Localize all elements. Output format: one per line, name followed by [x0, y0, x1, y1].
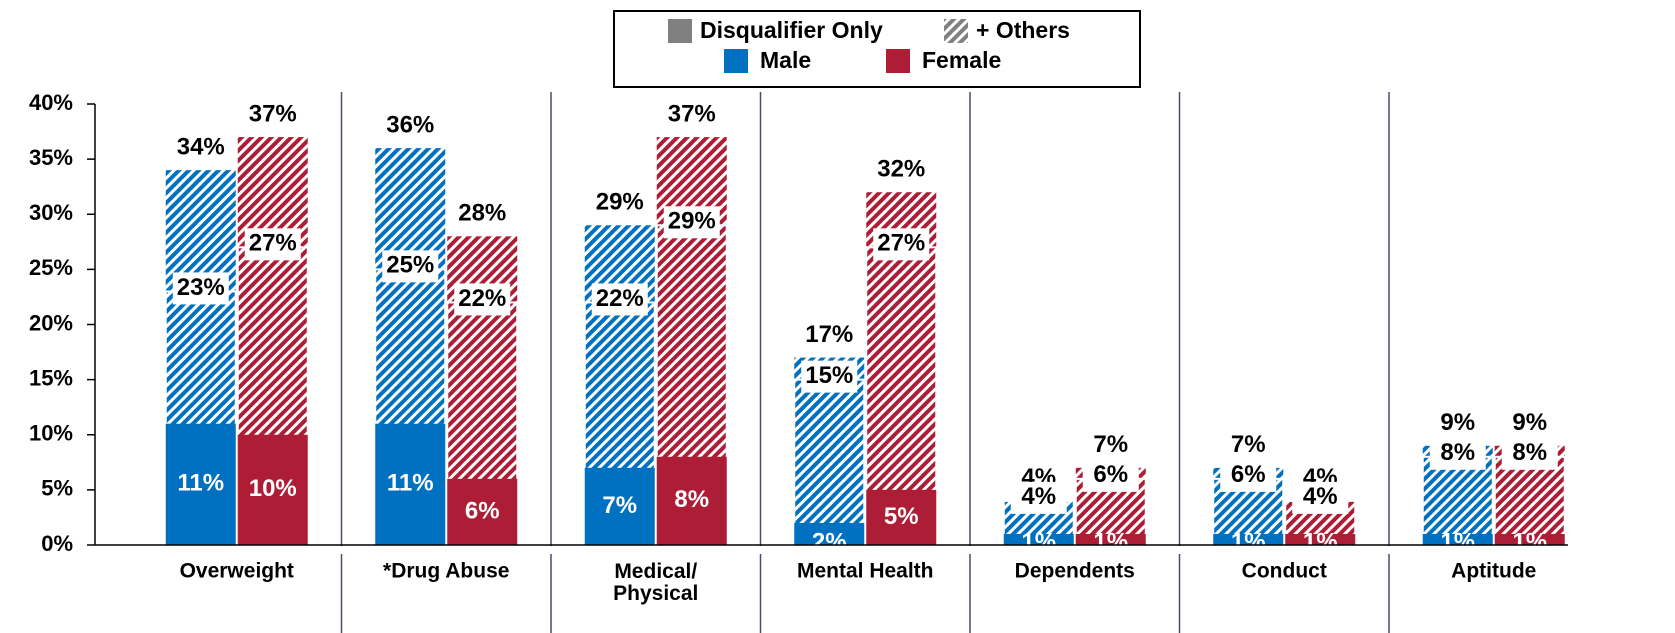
y-tick-label: 10% — [29, 421, 73, 446]
value-label-disqualifier-only: 8% — [674, 486, 709, 513]
bar-disqualifier-only — [1422, 533, 1493, 545]
value-label-disqualifier-only: 11% — [177, 470, 224, 497]
legend-box — [613, 10, 1141, 88]
value-label-total: 29% — [596, 189, 644, 216]
value-label-middle: 15% — [805, 362, 853, 389]
label-background — [663, 206, 720, 239]
value-label-total: 9% — [1440, 409, 1475, 436]
bar-disqualifier-only — [237, 434, 308, 545]
legend-swatch — [724, 49, 748, 73]
y-tick-label: 20% — [29, 310, 73, 335]
value-label-disqualifier-only: 10% — [249, 475, 297, 502]
label-background — [1220, 459, 1277, 492]
legend-label: Male — [760, 47, 811, 73]
value-label-total: 9% — [1512, 409, 1547, 436]
legend-swatch — [944, 19, 968, 43]
legend-swatch — [886, 49, 910, 73]
value-label-middle: 4% — [1021, 483, 1056, 510]
value-label-total: 7% — [1093, 431, 1128, 458]
value-label-middle: 8% — [1512, 439, 1547, 466]
label-background — [873, 228, 930, 261]
y-tick-label: 0% — [41, 531, 73, 556]
label-background — [1010, 481, 1067, 514]
value-label-total: 32% — [877, 156, 925, 183]
bar-disqualifier-only — [1075, 533, 1146, 545]
bar-disqualifier-only — [794, 522, 865, 545]
bar-middle — [1421, 455, 1494, 546]
bar-disqualifier-only — [1213, 533, 1284, 545]
value-label-total: 37% — [249, 100, 297, 127]
value-label-middle: 8% — [1440, 439, 1475, 466]
x-tick-label: Mental Health — [797, 560, 934, 583]
x-tick-label: Medical/Physical — [613, 560, 698, 605]
x-tick-label: Overweight — [180, 560, 294, 583]
label-background — [1292, 481, 1349, 514]
value-label-disqualifier-only: 6% — [465, 497, 500, 524]
bar-disqualifier-only — [165, 423, 236, 545]
label-background — [382, 250, 439, 283]
axis-mask — [95, 546, 1568, 554]
label-background — [244, 228, 301, 261]
value-label-total: 36% — [386, 111, 434, 138]
bar-disqualifier-only — [375, 423, 446, 545]
bar-disqualifier-only — [866, 489, 937, 545]
value-label-middle: 27% — [249, 230, 297, 257]
y-tick-label: 35% — [29, 145, 73, 170]
label-background — [1501, 437, 1558, 470]
value-label-middle: 25% — [386, 252, 434, 279]
label-background — [172, 272, 229, 305]
y-tick-label: 25% — [29, 255, 73, 280]
y-tick-label: 40% — [29, 90, 73, 115]
value-label-total: 7% — [1231, 431, 1266, 458]
y-tick-label: 15% — [29, 365, 73, 390]
bar-middle — [793, 378, 866, 546]
bar-disqualifier-only — [1285, 533, 1356, 545]
value-label-total: 34% — [177, 133, 225, 160]
bar-disqualifier-only — [1494, 533, 1565, 545]
y-tick-label: 30% — [29, 200, 73, 225]
y-tick-label: 5% — [41, 476, 73, 501]
value-label-disqualifier-only: 11% — [387, 470, 434, 497]
value-label-middle: 22% — [596, 285, 644, 312]
bar-disqualifier-only — [1003, 533, 1074, 545]
value-label-middle: 27% — [877, 230, 925, 257]
value-label-middle: 29% — [668, 208, 716, 235]
value-label-disqualifier-only: 7% — [602, 492, 637, 519]
x-tick-label: Aptitude — [1451, 560, 1536, 583]
label-background — [454, 283, 511, 316]
x-tick-label: *Drug Abuse — [383, 560, 509, 583]
label-background — [1082, 459, 1139, 492]
value-label-middle: 4% — [1303, 483, 1338, 510]
label-background — [591, 283, 648, 316]
value-label-middle: 6% — [1093, 461, 1128, 488]
bar-disqualifier-only — [447, 478, 518, 545]
legend-label: Female — [922, 47, 1001, 73]
value-label-middle: 23% — [177, 274, 225, 301]
value-label-total: 28% — [458, 200, 506, 227]
legend-label: + Others — [976, 17, 1070, 43]
x-tick-label: Dependents — [1015, 560, 1135, 583]
value-label-middle: 6% — [1231, 461, 1266, 488]
x-tick-label: Conduct — [1242, 560, 1327, 583]
value-label-middle: 22% — [458, 285, 506, 312]
bar-disqualifier-only — [584, 467, 655, 545]
value-label-total: 37% — [668, 100, 716, 127]
legend-label: Disqualifier Only — [700, 17, 883, 43]
label-background — [1429, 437, 1486, 470]
value-label-disqualifier-only: 5% — [884, 503, 919, 530]
value-label-total: 17% — [805, 321, 853, 348]
label-background — [801, 360, 858, 393]
bar-disqualifier-only — [656, 456, 727, 545]
legend-swatch — [668, 19, 692, 43]
